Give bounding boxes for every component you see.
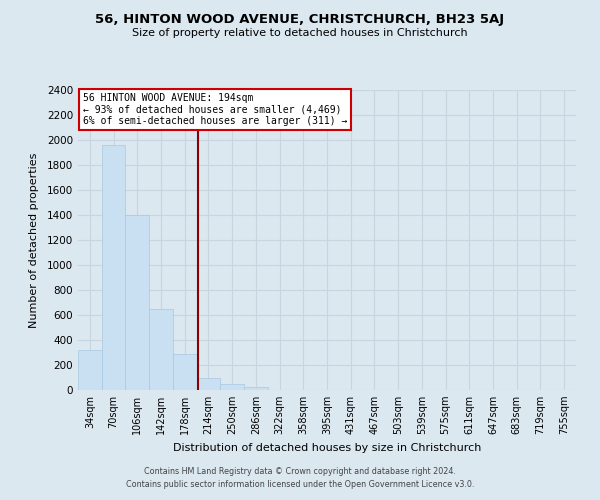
Bar [244,387,268,390]
Bar [149,308,173,390]
Bar [173,354,197,390]
X-axis label: Distribution of detached houses by size in Christchurch: Distribution of detached houses by size … [173,442,481,452]
Bar [125,215,149,390]
Text: 56 HINTON WOOD AVENUE: 194sqm
← 93% of detached houses are smaller (4,469)
6% of: 56 HINTON WOOD AVENUE: 194sqm ← 93% of d… [83,93,347,126]
Text: Size of property relative to detached houses in Christchurch: Size of property relative to detached ho… [132,28,468,38]
Bar [102,145,125,390]
Text: 56, HINTON WOOD AVENUE, CHRISTCHURCH, BH23 5AJ: 56, HINTON WOOD AVENUE, CHRISTCHURCH, BH… [95,12,505,26]
Text: Contains public sector information licensed under the Open Government Licence v3: Contains public sector information licen… [126,480,474,489]
Bar [78,350,102,390]
Y-axis label: Number of detached properties: Number of detached properties [29,152,38,328]
Text: Contains HM Land Registry data © Crown copyright and database right 2024.: Contains HM Land Registry data © Crown c… [144,467,456,476]
Bar [197,378,220,390]
Bar [220,384,244,390]
